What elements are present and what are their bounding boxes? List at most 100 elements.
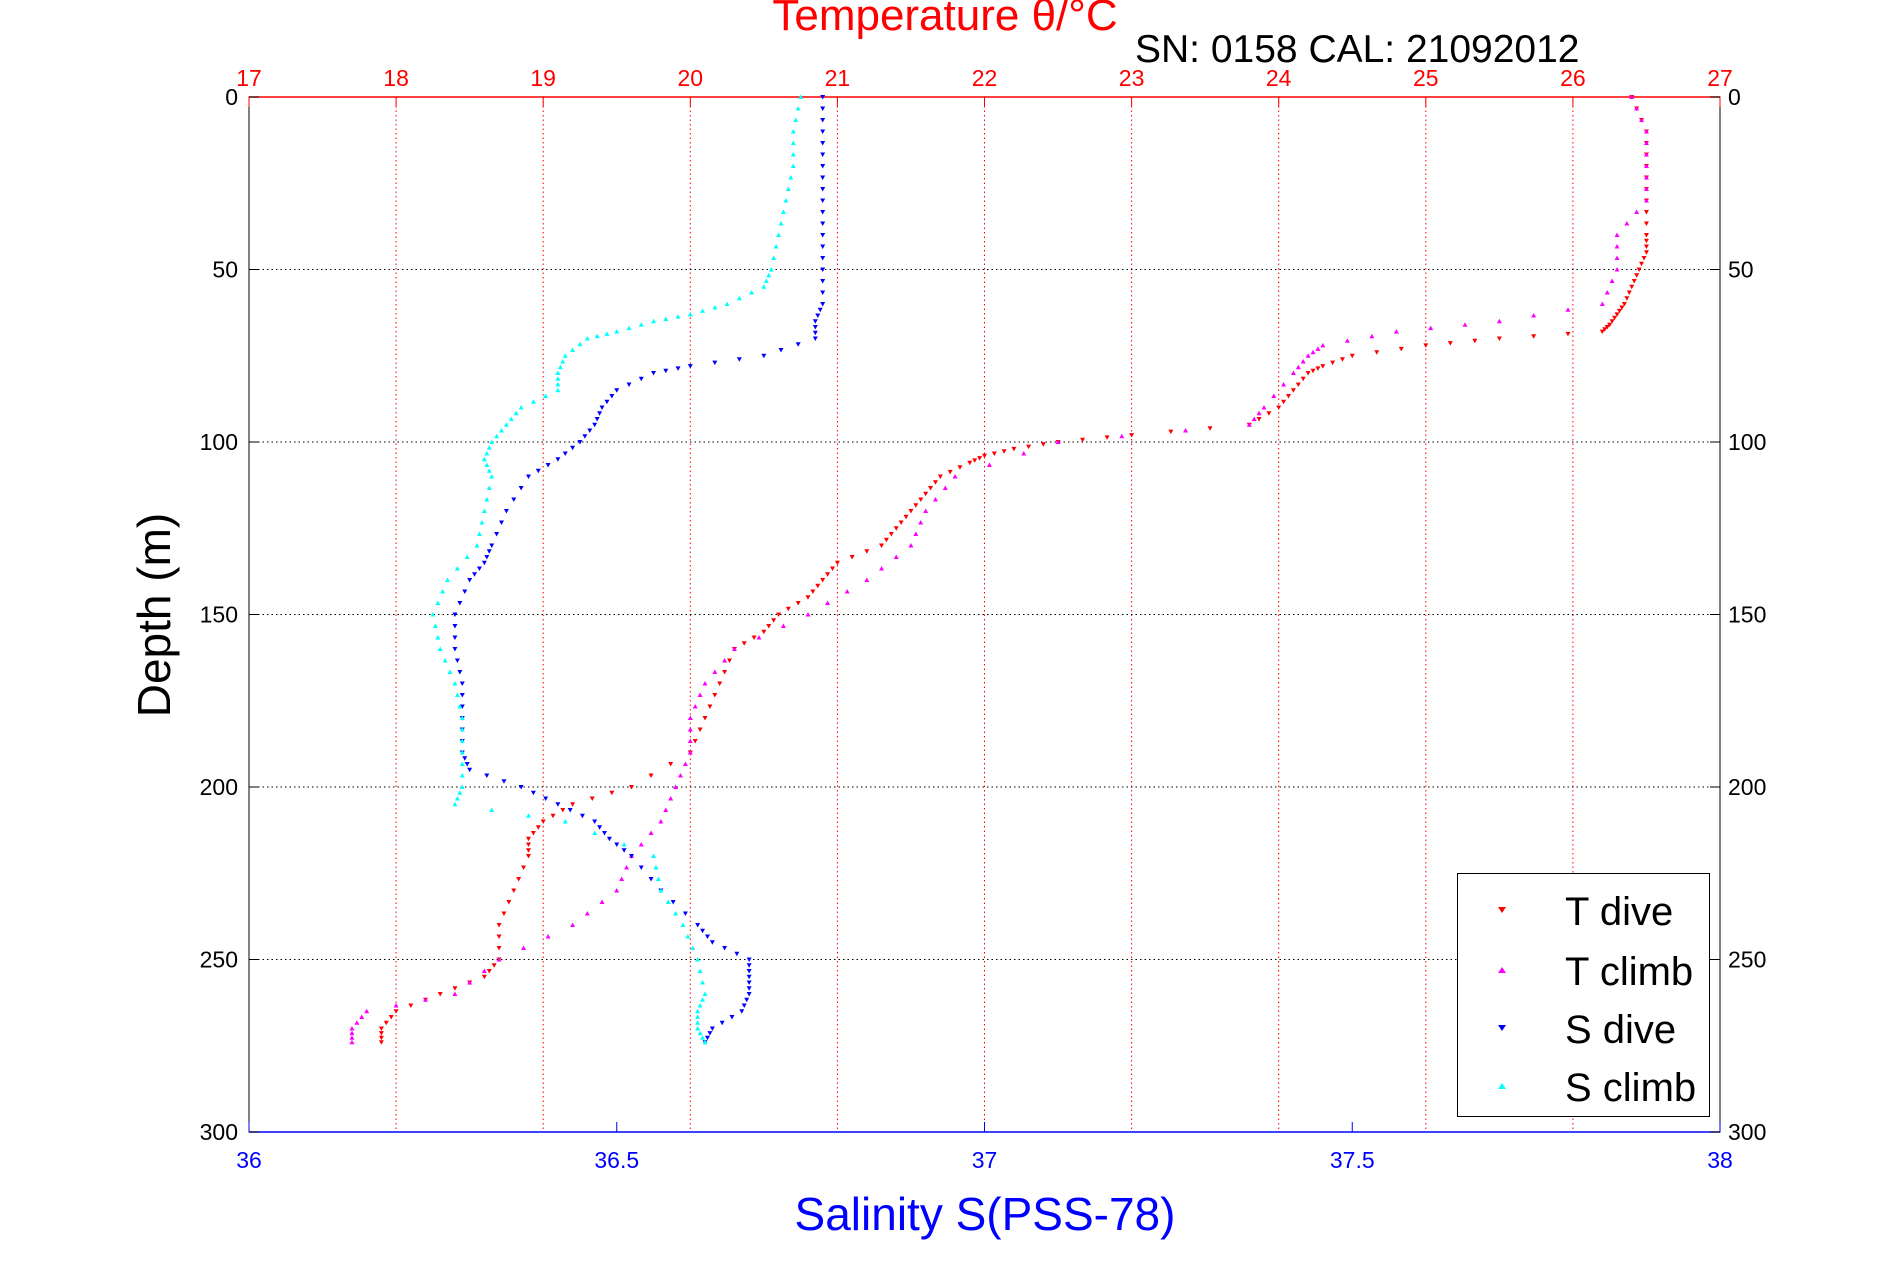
data-point-s-dive — [626, 382, 632, 387]
data-point-t-dive — [947, 469, 953, 475]
data-point-s-dive — [606, 836, 612, 842]
data-point-t-climb — [1305, 353, 1311, 358]
data-point-t-dive — [1472, 338, 1478, 344]
data-point-s-climb — [479, 520, 485, 525]
data-point-t-dive — [1011, 446, 1017, 452]
data-point-s-climb — [459, 738, 465, 743]
data-point-t-dive — [1643, 244, 1649, 249]
axis-ticks — [248, 96, 1721, 1133]
data-point-s-climb — [702, 1039, 708, 1045]
data-point-s-climb — [440, 589, 446, 594]
data-point-s-dive — [820, 233, 826, 238]
data-point-t-climb — [780, 623, 786, 628]
data-point-s-climb — [592, 830, 598, 835]
data-point-t-dive — [898, 520, 904, 525]
data-point-s-dive — [457, 601, 463, 606]
data-point-t-climb — [1246, 422, 1252, 427]
data-point-t-dive — [1621, 302, 1627, 307]
data-point-s-dive — [489, 543, 495, 548]
data-point-t-dive — [1643, 238, 1649, 244]
legend-item-t-climb: T climb — [1458, 944, 1711, 1000]
data-point-t-dive — [923, 491, 929, 497]
right-axis-tick-label: 50 — [1728, 257, 1754, 283]
data-point-s-climb — [476, 531, 482, 536]
data-point-t-dive — [741, 641, 747, 646]
data-point-s-dive — [452, 624, 458, 629]
data-point-t-dive — [977, 456, 983, 461]
data-point-t-climb — [1251, 416, 1257, 421]
data-point-t-dive — [1423, 343, 1429, 348]
data-point-s-dive — [820, 129, 826, 134]
data-point-t-dive — [1349, 353, 1355, 359]
data-point-s-climb — [499, 428, 505, 433]
left-axis-tick-label: 200 — [200, 774, 238, 800]
data-point-t-dive — [957, 465, 963, 470]
data-point-t-dive — [1636, 267, 1642, 272]
data-point-t-climb — [496, 957, 502, 962]
data-point-s-dive — [597, 411, 603, 416]
data-point-s-climb — [489, 807, 495, 812]
data-point-s-climb — [790, 163, 796, 168]
data-point-s-dive — [812, 325, 818, 330]
data-point-s-climb — [712, 304, 718, 310]
data-point-s-dive — [587, 428, 593, 433]
data-point-s-dive — [812, 330, 818, 336]
legend-item-t-dive: T dive — [1458, 884, 1711, 940]
data-point-s-dive — [462, 756, 468, 761]
data-point-t-climb — [1634, 106, 1640, 111]
top-axis-tick-label: 21 — [825, 65, 851, 91]
data-point-s-dive — [543, 796, 549, 801]
data-point-s-dive — [820, 106, 826, 111]
data-point-t-dive — [1616, 308, 1622, 314]
data-point-s-climb — [508, 416, 514, 421]
data-point-s-climb — [484, 497, 490, 502]
data-point-t-climb — [1624, 221, 1630, 226]
data-point-s-dive — [820, 175, 826, 180]
data-point-t-climb — [687, 715, 693, 720]
data-point-t-climb — [658, 819, 664, 824]
data-point-t-dive — [771, 618, 777, 623]
data-point-t-climb — [1604, 290, 1610, 295]
data-point-t-dive — [908, 509, 914, 514]
data-point-s-climb — [702, 991, 708, 996]
data-point-s-dive — [597, 825, 603, 830]
data-point-s-climb — [459, 727, 465, 732]
data-point-t-dive — [991, 451, 997, 456]
data-point-t-climb — [1021, 451, 1027, 456]
data-point-t-climb — [570, 922, 576, 927]
top-axis-tick-label: 22 — [972, 65, 998, 91]
data-point-t-climb — [354, 1020, 360, 1025]
data-point-t-climb — [1609, 278, 1615, 283]
data-point-s-dive — [570, 445, 576, 451]
data-point-s-dive — [820, 118, 826, 123]
data-point-t-dive — [525, 842, 531, 847]
data-point-s-dive — [472, 572, 478, 577]
data-point-t-dive — [378, 1035, 384, 1041]
data-point-t-dive — [1641, 256, 1647, 261]
data-point-t-dive — [1286, 394, 1292, 399]
data-point-s-climb — [518, 405, 524, 410]
bottom-axis-tick-label: 36.5 — [594, 1147, 639, 1173]
data-point-t-climb — [1643, 140, 1649, 145]
data-point-t-climb — [731, 646, 737, 651]
data-point-s-climb — [749, 290, 755, 295]
data-point-s-climb — [776, 232, 782, 237]
data-point-s-dive — [704, 934, 710, 939]
data-point-s-dive — [820, 221, 826, 226]
data-point-s-dive — [452, 647, 458, 652]
data-point-t-dive — [496, 923, 502, 928]
data-point-s-climb — [489, 439, 495, 444]
data-point-t-climb — [1290, 370, 1296, 375]
data-point-s-dive — [648, 877, 654, 882]
data-point-t-climb — [712, 669, 718, 674]
data-point-s-climb — [638, 322, 644, 327]
data-point-t-climb — [423, 997, 429, 1002]
data-point-t-climb — [624, 865, 630, 870]
data-point-t-dive — [501, 911, 507, 916]
data-point-s-dive — [820, 279, 826, 284]
data-point-t-dive — [864, 549, 870, 554]
data-point-s-dive — [709, 940, 715, 945]
data-point-s-dive — [601, 831, 607, 836]
data-point-t-climb — [1462, 322, 1468, 327]
